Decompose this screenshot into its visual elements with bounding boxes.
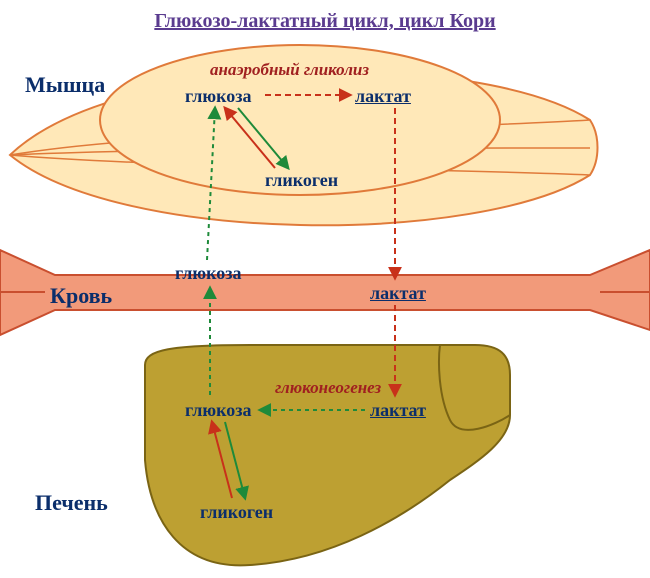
blood-label: Кровь	[50, 283, 112, 309]
gluconeogenesis-label: глюконеогенез	[275, 378, 381, 398]
liver-glycogen: гликоген	[200, 502, 273, 523]
liver-glucose: глюкоза	[185, 400, 251, 421]
muscle-label: Мышца	[25, 72, 105, 98]
muscle-glucose: глюкоза	[185, 86, 251, 107]
blood-lactate: лактат	[370, 283, 426, 304]
blood-glucose: глюкоза	[175, 263, 241, 284]
liver-lactate: лактат	[370, 400, 426, 421]
muscle-glycogen: гликоген	[265, 170, 338, 191]
diagram-title: Глюкозо-лактатный цикл, цикл Кори	[0, 10, 650, 33]
anaerobic-glycolysis-label: анаэробный гликолиз	[210, 60, 369, 80]
liver-label: Печень	[35, 490, 108, 516]
muscle-lactate: лактат	[355, 86, 411, 107]
